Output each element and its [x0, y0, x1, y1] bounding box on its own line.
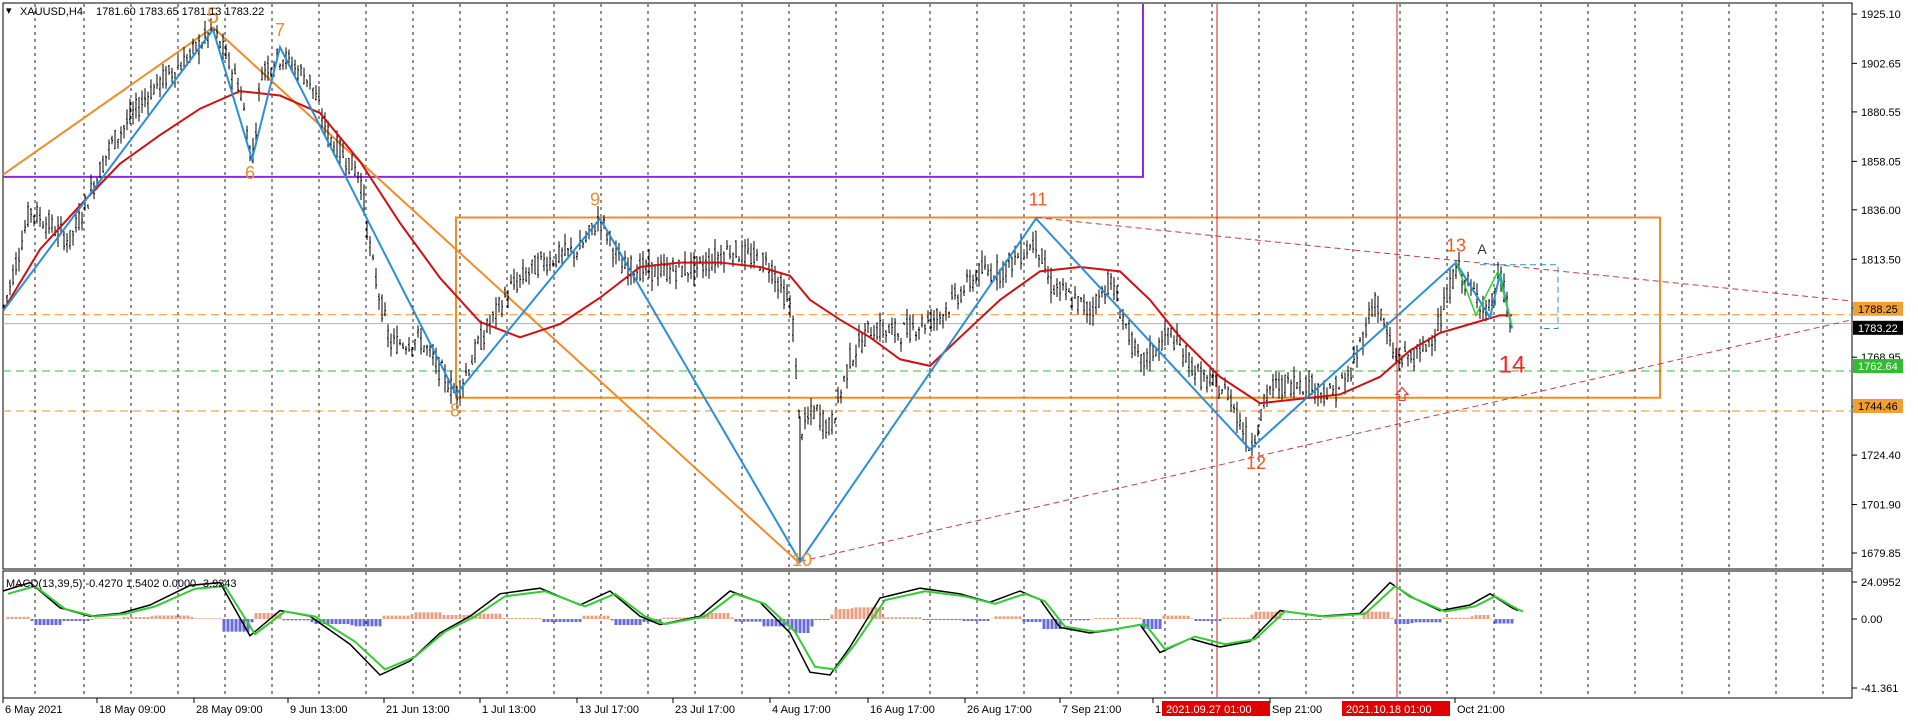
symbol-timeframe: XAUUSD,H4: [20, 6, 83, 18]
symbol-dropdown-icon[interactable]: ▾: [6, 5, 12, 17]
macd-indicator: [2, 581, 1524, 676]
wave-label: 11: [1029, 189, 1048, 209]
wave-label: 9: [590, 189, 600, 209]
wave-label: 6: [245, 163, 255, 183]
time-label: 1 Jul 13:00: [482, 704, 536, 716]
macd-label: MACD(13,39,5) -0.4270 1.5402 0.0000 -3.9…: [6, 578, 237, 590]
price-tag-bg: [1853, 359, 1903, 374]
price-label: 1858.05: [1861, 156, 1901, 168]
orange-wedge: [2, 26, 801, 565]
price-tag-bg: [1853, 399, 1903, 414]
indicator-overlays: [2, 27, 1513, 564]
price-tag-text: 1762.64: [1858, 361, 1898, 373]
time-label: 23 Jul 17:00: [675, 704, 735, 716]
macd-axis-label: 24.0952: [1861, 577, 1901, 589]
time-label: 26 Aug 17:00: [967, 704, 1032, 716]
price-label: 1701.90: [1861, 500, 1901, 512]
subwave-green: [1455, 262, 1513, 327]
wave-label: 10: [792, 550, 812, 570]
time-label: 7 Sep 21:00: [1062, 704, 1121, 716]
wave-label: 12: [1246, 453, 1266, 473]
wave-label: 14: [1499, 351, 1526, 378]
orange-range-box: [455, 216, 1661, 399]
ohlc-readout: 1781.60 1783.65 1781.13 1783.22: [96, 6, 264, 18]
time-label: 1: [1155, 704, 1161, 716]
price-tag-bg: [1853, 301, 1903, 316]
time-label: 16 Aug 17:00: [870, 704, 935, 716]
price-tag-bg: [1853, 320, 1903, 335]
price-label: 1925.10: [1861, 9, 1901, 21]
macd-signal-line: [7, 584, 1524, 671]
time-label: Oct 21:00: [1457, 704, 1505, 716]
trendline-upper: [1035, 217, 1853, 302]
drawn-objects: [2, 4, 1853, 697]
time-label: 6 May 2021: [5, 704, 62, 716]
time-highlight-bg: [1342, 701, 1450, 716]
price-axis[interactable]: 1925.10 1902.65 1880.55 1858.05 1836.00 1813.…: [1852, 9, 1903, 695]
moving-average-line: [2, 90, 1512, 405]
price-label: 1679.85: [1861, 548, 1901, 560]
time-label: 28 May 09:00: [196, 704, 263, 716]
zigzag-wave-line: [2, 27, 1513, 564]
price-label: 1836.00: [1861, 205, 1901, 217]
time-highlight-bg: [1162, 701, 1270, 716]
time-label: 18 May 09:00: [99, 704, 166, 716]
time-highlight-label: 2021.09.27 01:00: [1166, 704, 1252, 716]
macd-axis-label: -41.361: [1861, 683, 1898, 695]
time-label: 9 Jun 13:00: [290, 704, 348, 716]
time-label: 13 Jul 17:00: [579, 704, 639, 716]
time-label: 4 Aug 17:00: [772, 704, 831, 716]
price-label: 1813.50: [1861, 254, 1901, 266]
wave-label: 8: [450, 400, 460, 420]
wave-label: 13: [1446, 236, 1466, 256]
time-highlight-label: 2021.10.18 01:00: [1346, 704, 1432, 716]
grid-lines: [34, 4, 1824, 697]
time-axis[interactable]: 6 May 2021 18 May 09:00 28 May 09:00 9 Jun …: [2, 698, 1505, 716]
price-tag-text: 1783.22: [1858, 323, 1898, 335]
time-label: Sep 21:00: [1272, 704, 1322, 716]
purple-rectangle: [3, 4, 1144, 178]
time-label: 21 Jun 13:00: [386, 704, 450, 716]
wave-label: 7: [275, 20, 285, 40]
price-label: 1902.65: [1861, 58, 1901, 70]
wave-label: A: [1477, 241, 1487, 257]
price-label: 1880.55: [1861, 107, 1901, 119]
main-panel-frame: [2, 2, 1853, 570]
price-tag-text: 1788.25: [1858, 304, 1898, 316]
price-label: 1724.40: [1861, 450, 1901, 462]
macd-panel-frame: [2, 570, 1853, 699]
projection-box: [1480, 264, 1559, 329]
macd-axis-label: 0.00: [1861, 614, 1882, 626]
wave-label: 5: [207, 3, 219, 28]
wave-labels: 5 6 7 8 9 10 11 12 13 A 14: [207, 3, 1525, 570]
up-arrow-icon: [1394, 386, 1410, 402]
price-tag-text: 1744.46: [1858, 401, 1898, 413]
